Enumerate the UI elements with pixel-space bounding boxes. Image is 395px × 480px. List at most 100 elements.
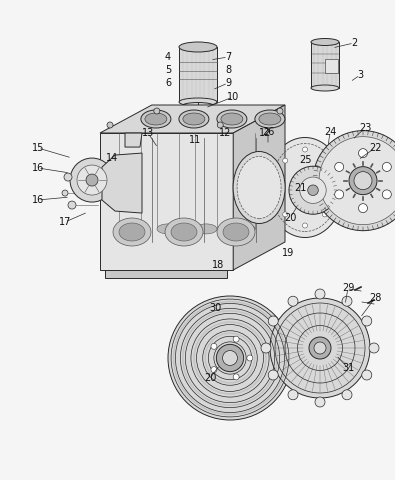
Circle shape (222, 350, 237, 365)
Text: 11: 11 (189, 135, 201, 145)
Circle shape (315, 289, 325, 299)
Bar (179, 47, 217, 102)
Ellipse shape (119, 224, 141, 234)
Circle shape (359, 149, 367, 157)
Ellipse shape (233, 224, 255, 234)
Text: 24: 24 (324, 127, 336, 137)
Ellipse shape (179, 98, 217, 106)
Text: 25: 25 (299, 155, 311, 165)
Text: 7: 7 (225, 52, 231, 62)
Circle shape (62, 190, 68, 196)
Circle shape (382, 162, 391, 171)
Circle shape (322, 212, 327, 217)
Circle shape (154, 108, 160, 114)
Circle shape (322, 158, 327, 163)
Text: 8: 8 (225, 65, 231, 75)
Ellipse shape (119, 223, 145, 241)
Text: 21: 21 (294, 183, 306, 193)
Circle shape (216, 344, 244, 372)
Text: 16: 16 (32, 163, 44, 173)
Text: 12: 12 (219, 128, 231, 138)
Circle shape (369, 343, 379, 353)
Text: 22: 22 (369, 143, 381, 153)
Circle shape (309, 337, 331, 359)
Circle shape (283, 212, 288, 217)
Text: 15: 15 (32, 143, 44, 153)
Text: 30: 30 (209, 303, 221, 313)
Text: 18: 18 (212, 260, 224, 270)
Text: 3: 3 (357, 70, 363, 80)
Text: 16: 16 (32, 195, 44, 205)
Ellipse shape (171, 223, 197, 241)
Ellipse shape (311, 85, 339, 91)
Circle shape (268, 370, 278, 380)
Circle shape (68, 201, 76, 209)
Text: 2: 2 (351, 38, 357, 48)
Circle shape (70, 158, 114, 202)
Circle shape (289, 166, 337, 214)
Text: 29: 29 (342, 283, 354, 293)
Ellipse shape (223, 223, 249, 241)
Circle shape (217, 122, 223, 128)
Circle shape (303, 147, 307, 152)
Text: 5: 5 (165, 65, 171, 75)
Ellipse shape (195, 224, 217, 234)
Ellipse shape (145, 113, 167, 125)
Text: 17: 17 (59, 217, 71, 227)
Circle shape (362, 316, 372, 326)
Bar (325, 59, 338, 73)
Text: 4: 4 (165, 52, 171, 62)
Circle shape (359, 204, 367, 213)
Circle shape (342, 390, 352, 400)
Text: 31: 31 (342, 363, 354, 373)
Circle shape (275, 185, 280, 190)
Circle shape (308, 185, 318, 195)
Circle shape (261, 343, 271, 353)
Ellipse shape (233, 152, 285, 224)
Circle shape (313, 131, 395, 231)
Text: 10: 10 (227, 92, 239, 102)
Ellipse shape (141, 110, 171, 128)
Polygon shape (100, 105, 285, 133)
Circle shape (335, 190, 344, 199)
Circle shape (277, 108, 283, 114)
Circle shape (64, 173, 72, 181)
Circle shape (107, 122, 113, 128)
Polygon shape (100, 133, 233, 270)
Bar (311, 42, 339, 88)
Bar (105, 270, 227, 278)
Ellipse shape (157, 224, 179, 234)
Circle shape (211, 343, 217, 349)
Text: 14: 14 (106, 153, 118, 163)
Circle shape (319, 137, 395, 225)
Ellipse shape (165, 218, 203, 246)
Circle shape (270, 298, 370, 398)
Text: 12: 12 (259, 128, 271, 138)
Ellipse shape (217, 110, 247, 128)
Text: 26: 26 (262, 127, 274, 137)
Text: 20: 20 (204, 373, 216, 383)
Circle shape (314, 342, 326, 354)
Text: 20: 20 (284, 213, 296, 223)
Text: 19: 19 (282, 248, 294, 258)
Circle shape (86, 174, 98, 186)
Ellipse shape (179, 110, 209, 128)
Text: 23: 23 (359, 123, 371, 133)
Circle shape (335, 162, 344, 171)
Ellipse shape (221, 113, 243, 125)
Ellipse shape (311, 38, 339, 46)
Circle shape (315, 397, 325, 407)
Ellipse shape (266, 137, 344, 238)
Circle shape (247, 355, 253, 361)
Circle shape (362, 370, 372, 380)
Circle shape (303, 223, 307, 228)
Text: 13: 13 (142, 128, 154, 138)
Polygon shape (125, 133, 142, 147)
Polygon shape (102, 153, 142, 213)
Circle shape (288, 390, 298, 400)
Circle shape (354, 172, 372, 190)
Ellipse shape (183, 113, 205, 125)
Ellipse shape (259, 113, 281, 125)
Ellipse shape (179, 42, 217, 52)
Circle shape (211, 367, 217, 372)
